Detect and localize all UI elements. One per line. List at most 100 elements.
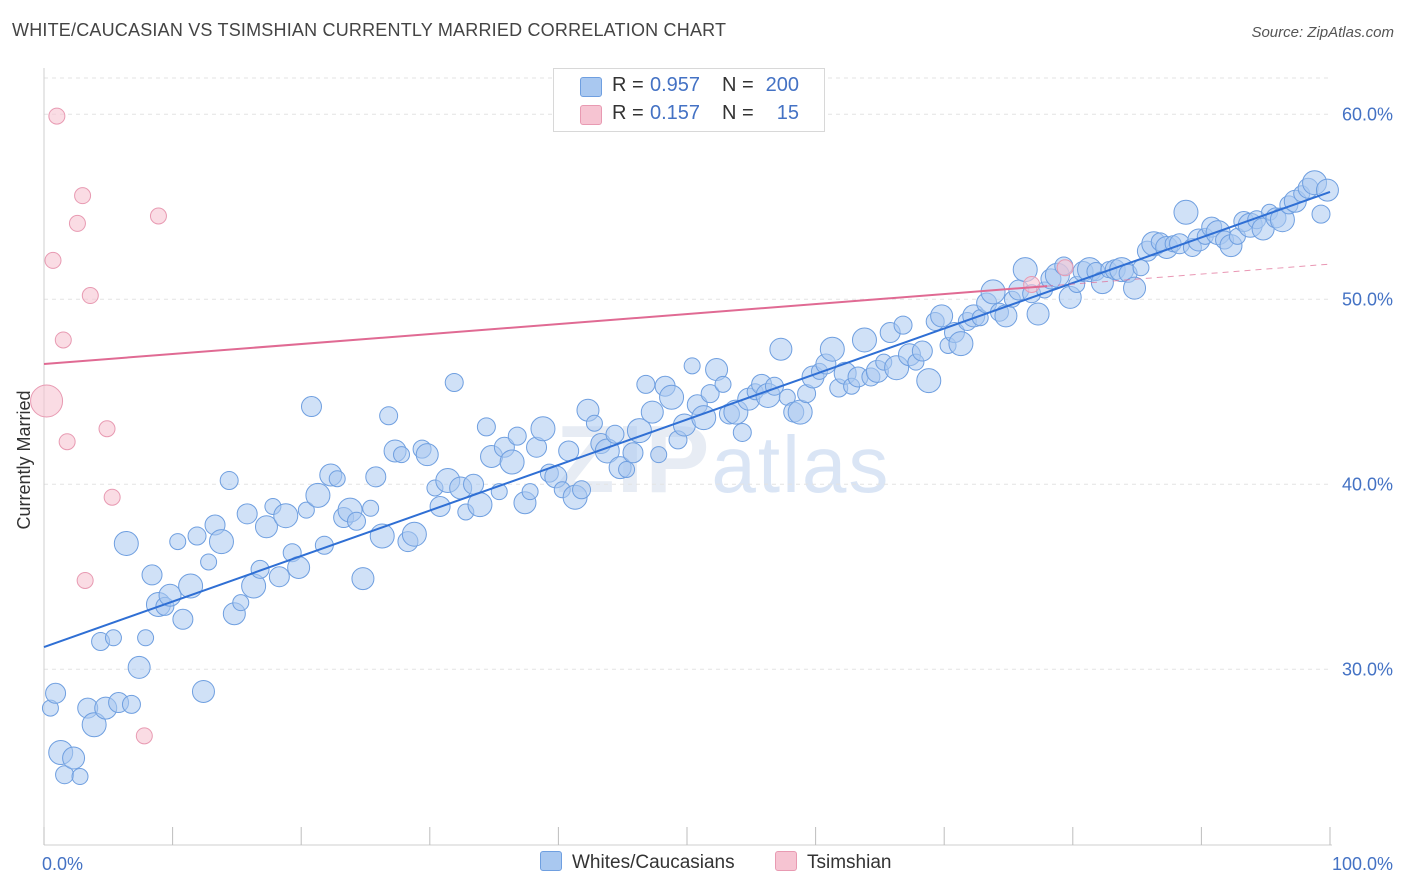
point-whites: [365, 466, 387, 488]
point-tsimshian: [1023, 275, 1041, 293]
point-whites: [297, 501, 315, 519]
point-whites: [328, 470, 346, 488]
point-whites: [732, 422, 752, 442]
point-whites: [444, 373, 464, 392]
point-whites: [45, 682, 67, 704]
point-whites: [191, 679, 215, 703]
point-whites: [530, 416, 556, 442]
y-tick-label: 40.0%: [1342, 474, 1393, 494]
point-whites: [127, 655, 151, 679]
point-whites: [121, 694, 141, 714]
point-whites: [1026, 302, 1050, 326]
point-whites: [351, 567, 375, 591]
data-points: [30, 107, 1339, 786]
point-whites: [650, 446, 668, 464]
point-whites: [948, 331, 974, 357]
point-whites: [691, 405, 717, 431]
axes: [43, 68, 1332, 846]
legend-item-whites: Whites/Caucasians: [540, 851, 735, 874]
point-whites: [187, 526, 207, 546]
point-whites: [1132, 259, 1150, 277]
point-whites: [232, 594, 250, 612]
point-whites: [700, 384, 720, 404]
point-whites: [851, 327, 877, 353]
legend-label-whites: Whites/Caucasians: [572, 852, 735, 873]
point-whites: [268, 566, 290, 588]
point-whites: [499, 449, 525, 475]
point-whites: [626, 418, 652, 444]
point-whites: [379, 406, 399, 426]
point-whites: [104, 629, 122, 647]
point-whites: [1315, 178, 1339, 202]
point-whites: [1173, 199, 1199, 225]
point-whites: [618, 460, 636, 478]
point-whites: [305, 482, 331, 508]
point-whites: [415, 443, 439, 467]
point-whites: [787, 399, 813, 425]
point-whites: [572, 480, 592, 500]
y-axis-label: Currently Married: [14, 390, 34, 530]
x-tick-label: 100.0%: [1332, 854, 1393, 874]
legend-r-value: 0.957: [650, 74, 701, 96]
point-whites: [893, 315, 913, 335]
grid-lines: [44, 77, 1330, 670]
point-whites: [236, 503, 258, 525]
point-whites: [71, 768, 89, 786]
point-whites: [622, 442, 644, 464]
point-whites: [640, 400, 664, 424]
point-whites: [683, 357, 701, 375]
source-label: Source: ZipAtlas.com: [1251, 24, 1394, 41]
legend-swatch-tsimshian: [775, 851, 797, 871]
point-tsimshian: [103, 488, 121, 506]
legend-r-label: R =: [612, 74, 644, 96]
point-whites: [250, 559, 270, 579]
point-whites: [141, 564, 163, 586]
point-tsimshian: [58, 433, 76, 451]
point-tsimshian: [48, 107, 66, 125]
point-whites: [300, 396, 322, 418]
legend-label-tsimshian: Tsimshian: [807, 852, 892, 873]
trend-line-tsimshian-extension: [1047, 263, 1331, 287]
point-whites: [1311, 204, 1331, 224]
point-whites: [346, 511, 366, 531]
point-whites: [659, 384, 685, 410]
point-whites: [911, 340, 933, 362]
legend-n-value: 200: [765, 74, 799, 96]
x-tick-label: 0.0%: [42, 854, 83, 874]
point-whites: [393, 446, 411, 464]
point-whites: [273, 503, 299, 529]
chart-title: WHITE/CAUCASIAN VS TSIMSHIAN CURRENTLY M…: [12, 20, 727, 40]
point-whites: [521, 483, 539, 501]
point-whites: [605, 424, 625, 444]
point-whites: [463, 473, 485, 495]
legend-r-label: R =: [612, 102, 644, 124]
legend-swatch-whites: [580, 77, 602, 97]
point-whites: [362, 499, 380, 517]
point-whites: [585, 414, 603, 432]
point-whites: [137, 629, 155, 647]
point-tsimshian: [1056, 259, 1074, 277]
point-whites: [219, 471, 239, 491]
point-whites: [254, 515, 278, 539]
point-tsimshian: [68, 214, 86, 232]
point-whites: [714, 375, 732, 393]
point-whites: [507, 426, 527, 446]
point-whites: [81, 712, 107, 738]
point-tsimshian: [54, 331, 72, 349]
point-whites: [401, 521, 427, 547]
legend-n-label: N =: [722, 102, 754, 124]
point-whites: [916, 368, 942, 394]
point-whites: [769, 337, 793, 361]
point-tsimshian: [149, 207, 167, 225]
point-tsimshian: [135, 727, 153, 745]
point-whites: [113, 530, 139, 556]
legend-n-value: 15: [776, 102, 799, 124]
point-whites: [636, 374, 656, 394]
correlation-legend: R = 0.957 N = 200 R = 0.157 N = 15: [553, 68, 825, 132]
point-whites: [930, 304, 954, 328]
tick-labels: 30.0% 40.0% 50.0% 60.0% 0.0% 100.0%: [42, 104, 1393, 874]
point-whites: [208, 529, 234, 555]
point-whites: [169, 533, 187, 551]
point-whites: [476, 417, 496, 437]
